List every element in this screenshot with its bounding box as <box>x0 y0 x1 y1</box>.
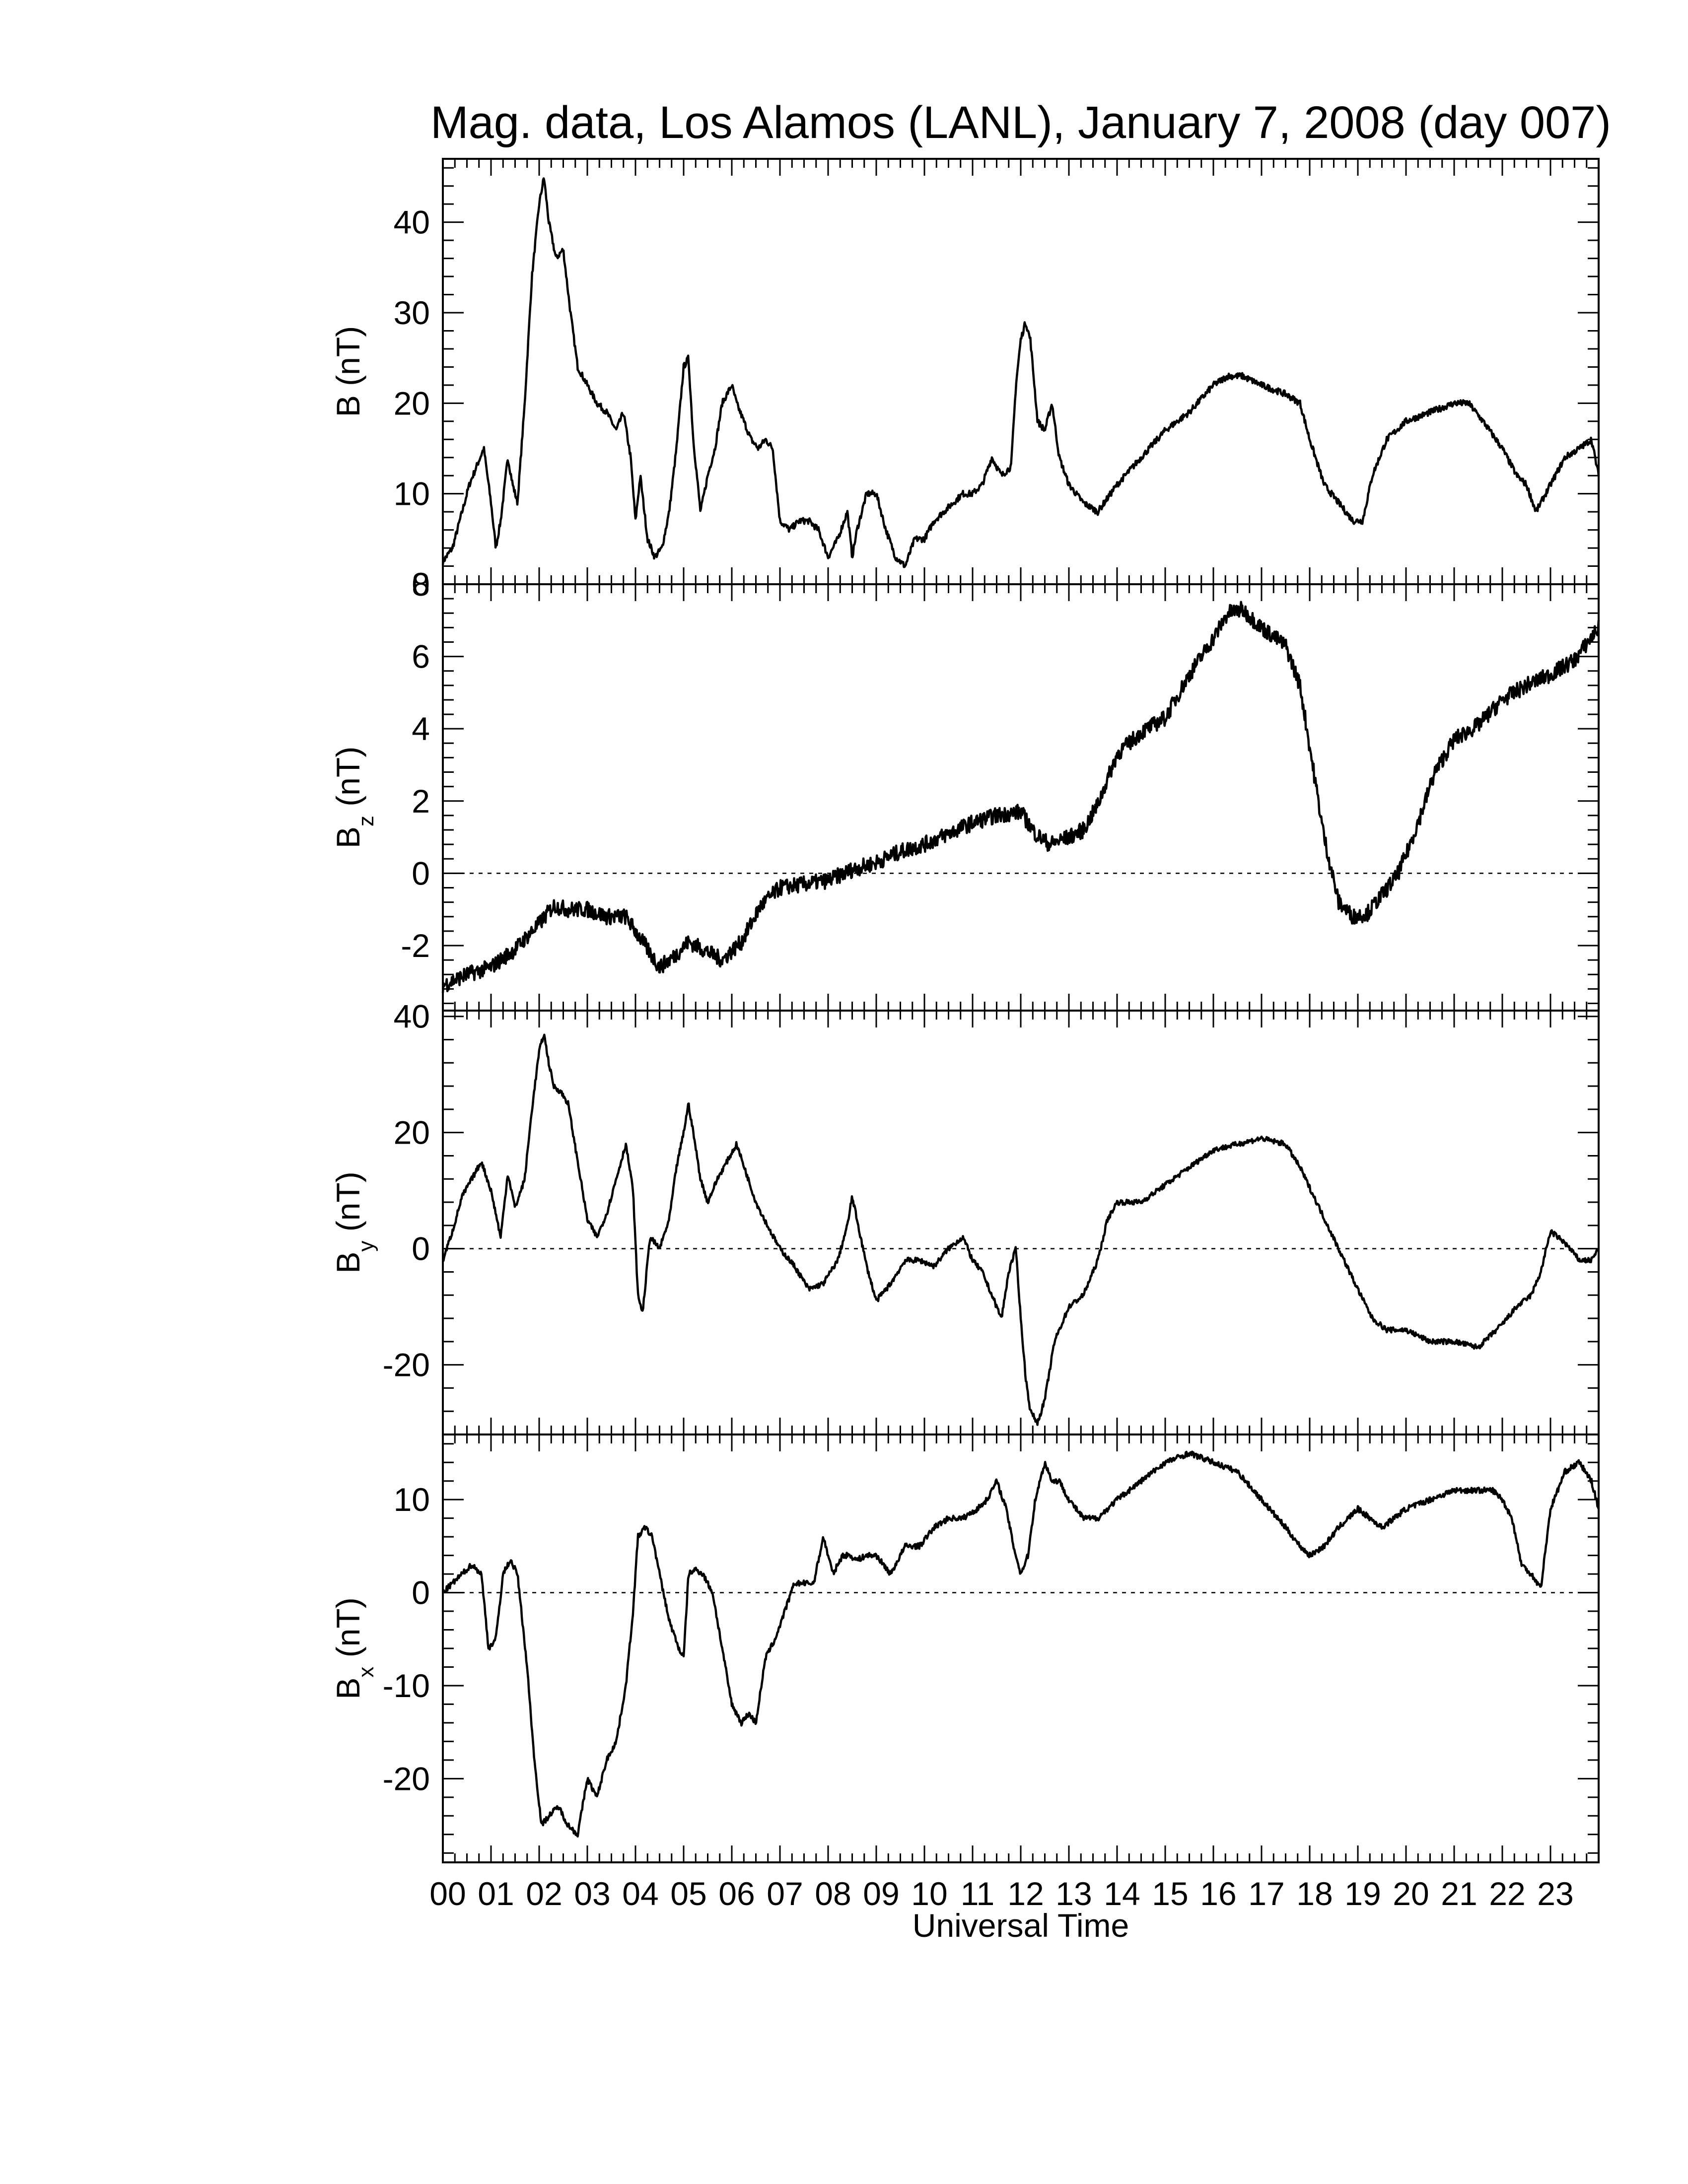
x-axis-label: Universal Time <box>913 1907 1129 1944</box>
panel-1: 0 10 20 30 40 B (nT) <box>330 158 1600 603</box>
x-tick-label: 15 <box>1152 1875 1188 1912</box>
y-tick-label: -20 <box>383 1347 430 1383</box>
y-axis-label-subscript: z <box>354 816 378 826</box>
x-tick-label: 01 <box>478 1875 514 1912</box>
panel-frame <box>442 158 1600 585</box>
x-tick-label: 09 <box>863 1875 899 1912</box>
y-tick-label: -10 <box>383 1667 430 1704</box>
x-tick-label: 13 <box>1055 1875 1092 1912</box>
x-tick-label: 20 <box>1393 1875 1429 1912</box>
y-tick-label: 8 <box>412 566 430 603</box>
x-tick-label: 03 <box>574 1875 610 1912</box>
y-tick-label: 0 <box>412 566 430 603</box>
y-axis-label-unit: (nT) <box>330 1171 366 1240</box>
x-axis: 00 01 02 03 04 05 06 07 08 09 10 11 12 13 14 15 16 17 18 19… <box>429 1875 1573 1912</box>
x-tick-label: 14 <box>1104 1875 1140 1912</box>
x-tick-label: 17 <box>1248 1875 1284 1912</box>
chart-title: Mag. data, Los Alamos (LANL), January 7,… <box>430 97 1611 148</box>
x-tick-label: 22 <box>1489 1875 1525 1912</box>
y-tick-label: 20 <box>394 385 430 421</box>
x-tick-label: 11 <box>961 1875 995 1912</box>
y-axis-label: B (nT) <box>330 326 366 417</box>
panel-frame <box>442 1433 1600 1863</box>
y-tick-label: 20 <box>394 1114 430 1151</box>
x-tick-label: 07 <box>767 1875 803 1912</box>
x-tick-label: 18 <box>1296 1875 1333 1912</box>
y-axis-label-subscript: y <box>354 1241 378 1252</box>
y-axis-label: Bx (nT) <box>330 1597 378 1699</box>
y-axis-label-subscript: x <box>354 1667 378 1678</box>
x-tick-label: 05 <box>670 1875 706 1912</box>
y-tick-label: 0 <box>412 1574 430 1611</box>
x-tick-label: 16 <box>1200 1875 1236 1912</box>
y-axis-label-symbol: B <box>330 1252 366 1274</box>
x-tick-label: 10 <box>911 1875 947 1912</box>
data-trace <box>441 1033 1600 1426</box>
y-axis-label-unit: (nT) <box>330 326 366 395</box>
y-tick-label: -2 <box>401 927 430 964</box>
x-tick-label: 06 <box>718 1875 755 1912</box>
x-tick-label: 04 <box>622 1875 658 1912</box>
x-tick-label: 12 <box>1007 1875 1044 1912</box>
y-tick-label: 10 <box>394 1481 430 1518</box>
data-trace <box>441 177 1600 568</box>
y-tick-label: 6 <box>412 638 430 675</box>
y-axis-label-symbol: B <box>330 1678 366 1700</box>
x-tick-label: 00 <box>429 1875 466 1912</box>
y-axis-label-symbol: B <box>330 826 366 848</box>
y-tick-label: 4 <box>412 710 430 747</box>
y-tick-label: 0 <box>412 1230 430 1267</box>
data-trace <box>441 1450 1600 1838</box>
x-tick-label: 08 <box>815 1875 851 1912</box>
y-axis-label-unit: (nT) <box>330 1597 366 1666</box>
y-axis-label-symbol: B <box>330 395 366 417</box>
panel-3: -20 0 20 40 By (nT) <box>330 998 1600 1435</box>
x-tick-label: 21 <box>1441 1875 1477 1912</box>
y-axis-label: By (nT) <box>330 1171 378 1273</box>
y-axis-label-unit: (nT) <box>330 747 366 816</box>
panel-4: -20 -10 0 10 Bx (nT) <box>330 1433 1600 1863</box>
y-tick-label: 40 <box>394 998 430 1035</box>
y-tick-label: 2 <box>412 783 430 819</box>
x-tick-label: 23 <box>1537 1875 1573 1912</box>
panel-2: -2 0 2 4 6 8 Bz (nT) <box>330 566 1600 1012</box>
panel-frame <box>442 1010 1600 1435</box>
y-tick-label: 30 <box>394 294 430 331</box>
y-tick-label: 10 <box>394 476 430 512</box>
x-tick-label: 19 <box>1344 1875 1381 1912</box>
y-tick-label: -20 <box>383 1760 430 1797</box>
y-axis-label: Bz (nT) <box>330 747 378 848</box>
x-tick-label: 02 <box>526 1875 562 1912</box>
y-tick-label: 0 <box>412 855 430 891</box>
y-tick-label: 40 <box>394 204 430 241</box>
data-trace <box>441 601 1600 993</box>
